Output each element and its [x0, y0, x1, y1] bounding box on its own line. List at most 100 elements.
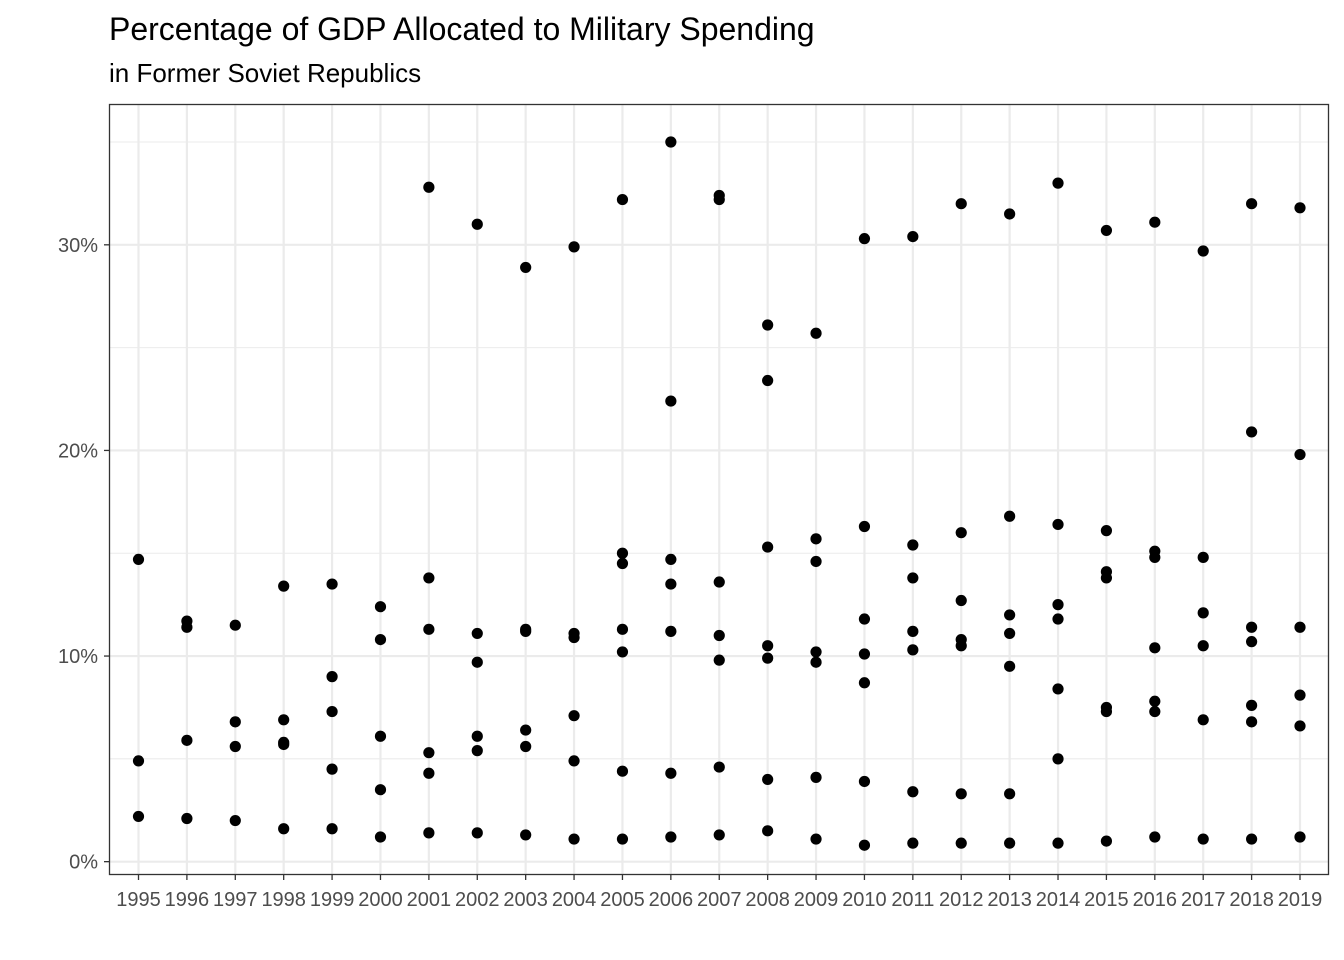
data-point: [181, 812, 193, 825]
data-point: [762, 825, 774, 837]
x-tick-label: 2013: [987, 889, 1032, 911]
data-point: [326, 578, 338, 590]
y-tick-label: 10%: [58, 646, 98, 668]
data-point: [374, 601, 387, 613]
x-tick-label: 2010: [842, 889, 887, 911]
data-point: [278, 823, 290, 835]
data-point: [665, 767, 677, 779]
data-point: [278, 714, 290, 726]
data-point: [907, 786, 919, 798]
data-point: [520, 740, 532, 753]
data-point: [520, 261, 532, 274]
data-point: [1294, 720, 1306, 732]
data-point: [907, 625, 919, 637]
data-point: [1004, 510, 1016, 522]
data-point: [1246, 426, 1258, 438]
data-point: [1004, 788, 1016, 800]
data-point: [1197, 833, 1209, 845]
data-point: [1100, 835, 1113, 847]
data-point: [762, 374, 774, 387]
data-point: [1004, 609, 1016, 621]
data-point: [1246, 621, 1258, 633]
data-point: [810, 555, 822, 568]
data-point: [1052, 683, 1064, 695]
data-point: [568, 833, 580, 845]
data-point: [810, 533, 822, 545]
data-point: [568, 710, 580, 722]
data-point: [858, 613, 871, 625]
data-point: [471, 745, 483, 757]
data-point: [423, 827, 435, 839]
data-point: [665, 578, 677, 590]
data-point: [810, 833, 822, 845]
data-point: [1052, 613, 1064, 625]
data-point: [1100, 572, 1113, 584]
data-point: [858, 648, 871, 660]
data-point: [616, 557, 629, 570]
data-points: [132, 136, 1306, 851]
data-point: [374, 633, 387, 646]
data-point: [471, 730, 483, 742]
data-point: [1149, 831, 1161, 843]
data-point: [955, 788, 967, 800]
data-point: [1246, 699, 1258, 711]
data-point: [1246, 636, 1258, 648]
chart-title: Percentage of GDP Allocated to Military …: [109, 11, 815, 47]
data-point: [568, 755, 580, 767]
data-point: [1149, 551, 1161, 563]
data-point: [520, 724, 532, 736]
x-tick-label: 1999: [310, 889, 355, 911]
data-point: [229, 814, 241, 827]
data-point: [1294, 621, 1306, 633]
data-point: [1004, 837, 1016, 849]
x-tick-label: 1995: [116, 889, 161, 911]
data-point: [132, 553, 145, 566]
data-point: [423, 767, 435, 779]
data-point: [1052, 837, 1064, 849]
data-point: [713, 193, 725, 206]
data-point: [1197, 640, 1209, 652]
data-point: [423, 623, 435, 635]
data-point: [907, 539, 919, 551]
data-point: [326, 823, 338, 835]
data-point: [907, 837, 919, 849]
data-point: [665, 625, 677, 637]
x-tick-label: 1998: [261, 889, 306, 911]
data-point: [1294, 202, 1306, 214]
x-tick-label: 2003: [503, 889, 548, 911]
data-point: [665, 395, 677, 407]
data-point: [810, 646, 822, 658]
data-point: [713, 829, 725, 841]
data-point: [665, 553, 677, 566]
data-point: [616, 547, 629, 559]
x-tick-label: 2019: [1278, 889, 1323, 911]
y-axis: 0% 10% 20% 30%: [58, 235, 110, 874]
data-point: [374, 730, 387, 742]
data-point: [1149, 642, 1161, 654]
data-point: [1052, 518, 1064, 531]
data-point: [1294, 831, 1306, 843]
data-point: [278, 738, 290, 751]
data-point: [1294, 448, 1306, 461]
x-tick-label: 2011: [891, 889, 934, 911]
data-point: [713, 761, 725, 773]
x-tick-label: 2005: [600, 889, 645, 911]
data-point: [762, 652, 774, 664]
data-point: [326, 671, 338, 683]
data-point: [955, 198, 967, 210]
data-point: [713, 629, 725, 642]
x-tick-label: 2008: [745, 889, 790, 911]
data-point: [665, 136, 677, 148]
data-point: [955, 640, 967, 652]
data-point: [471, 656, 483, 668]
data-point: [132, 810, 145, 823]
data-point: [374, 784, 387, 796]
data-point: [1294, 689, 1306, 701]
x-tick-label: 1996: [165, 889, 210, 911]
x-tick-label: 2004: [552, 889, 597, 911]
x-tick-label: 2015: [1084, 889, 1129, 911]
data-point: [1052, 177, 1064, 189]
chart-subtitle: in Former Soviet Republics: [109, 58, 422, 88]
data-point: [374, 831, 387, 843]
data-point: [278, 580, 290, 592]
